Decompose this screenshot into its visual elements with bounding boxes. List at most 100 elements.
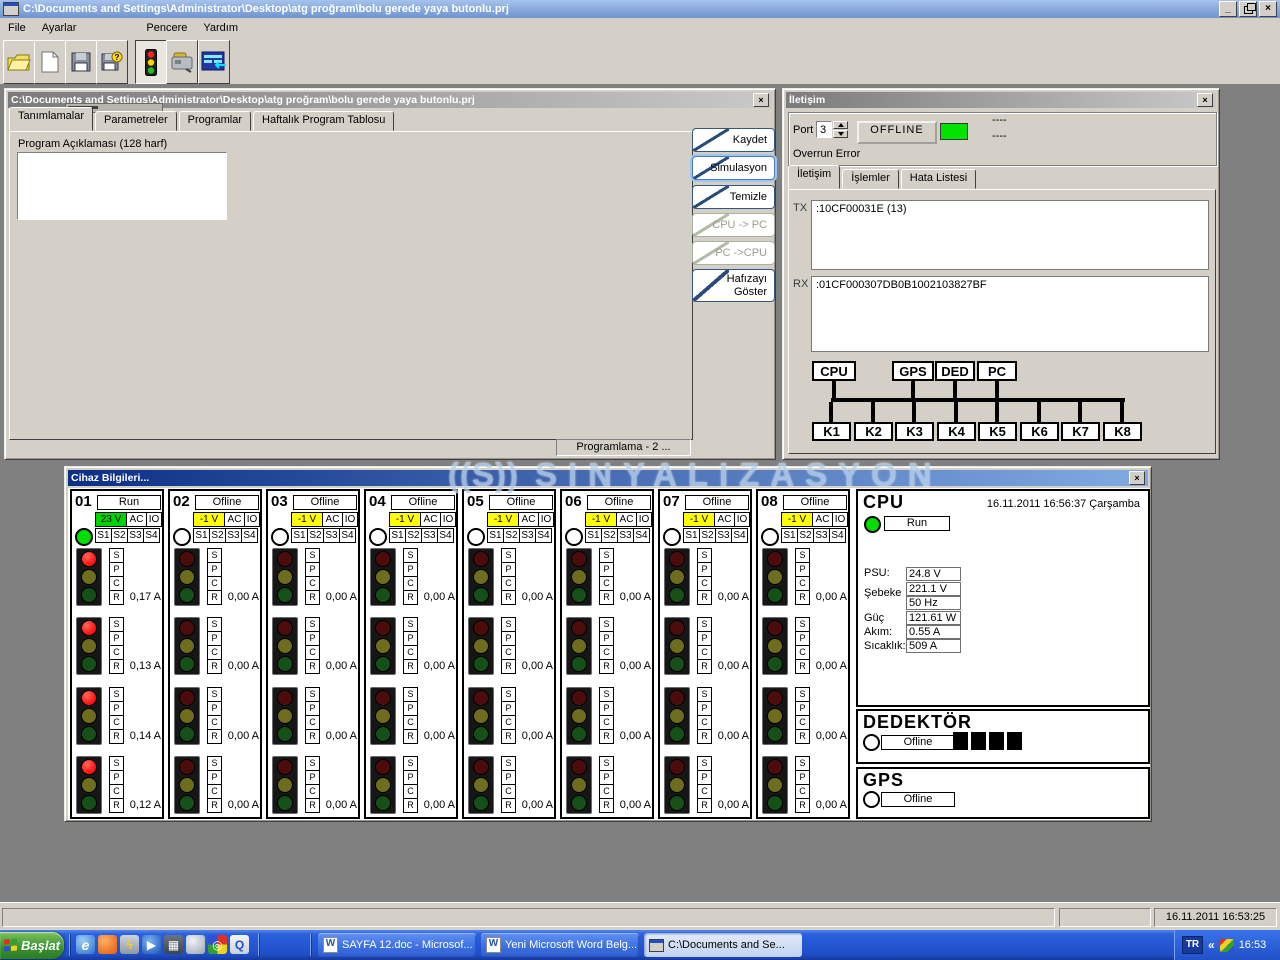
- save-help-button[interactable]: ?: [96, 40, 128, 84]
- channel-id: 04: [369, 493, 386, 510]
- simulation-button[interactable]: [135, 40, 167, 84]
- language-indicator[interactable]: TR: [1182, 936, 1203, 954]
- device-title: Cihaz Bilgileri...: [71, 472, 150, 484]
- signal-letter-cell: R: [795, 729, 810, 744]
- signal-group: S P C R 0,00 A: [464, 548, 554, 606]
- overrun-error-text: Overrun Error: [793, 148, 861, 160]
- taskbar-task-1[interactable]: W SAYFA 12.doc - Microsof...: [318, 933, 476, 957]
- editor-close-icon[interactable]: ×: [753, 93, 769, 107]
- signal-group: S P C R 0,00 A: [660, 756, 750, 814]
- quicklaunch-quicktime-icon[interactable]: Q: [230, 935, 249, 954]
- signal-letter-cell: P: [697, 562, 712, 577]
- save-button[interactable]: [65, 40, 97, 84]
- channel-ac-cell: AC: [420, 512, 441, 527]
- button-kaydet[interactable]: Kaydet: [692, 128, 775, 152]
- taskbar-task-2[interactable]: W Yeni Microsoft Word Belg...: [481, 933, 639, 957]
- quicklaunch-picasa-icon[interactable]: ◎: [208, 935, 227, 954]
- quicklaunch-movie-maker-icon[interactable]: ▦: [164, 935, 183, 954]
- channel-io-cell: IO: [734, 512, 750, 527]
- word-icon: W: [486, 937, 501, 953]
- connection-button[interactable]: [198, 40, 230, 84]
- tab-programlar[interactable]: Programlar: [178, 111, 252, 131]
- lamp-yellow: [179, 569, 195, 585]
- main-title: C:\Documents and Settings\Administrator\…: [23, 3, 509, 15]
- new-button[interactable]: [34, 40, 66, 84]
- tab-tanımlamalar[interactable]: Tanımlamalar: [9, 107, 94, 131]
- gps-status-box: Ofline: [881, 792, 955, 807]
- menu-pencere[interactable]: Pencere: [146, 22, 188, 34]
- signal-letter-cell: R: [697, 798, 712, 813]
- offline-button[interactable]: OFFLINE: [857, 121, 937, 144]
- signal-letter-cell: R: [599, 659, 614, 674]
- spinner-up-icon[interactable]: [833, 121, 848, 129]
- tab-parametreler[interactable]: Parametreler: [95, 111, 177, 131]
- quicklaunch-ie-icon[interactable]: e: [76, 935, 95, 954]
- device-button[interactable]: [166, 40, 198, 84]
- channel-voltage: -1 V: [389, 512, 421, 527]
- channel-input-cell: S1: [389, 528, 406, 543]
- menu-ayarlar[interactable]: Ayarlar: [41, 22, 77, 34]
- menu-file[interactable]: File: [8, 22, 26, 34]
- signal-letter-cell: R: [207, 798, 222, 813]
- signal-group: S P C R 0,00 A: [562, 756, 652, 814]
- button-simulasyon[interactable]: Simulasyon: [692, 156, 775, 180]
- button-hafızayı-göster[interactable]: Hafızayı Göster: [692, 269, 775, 302]
- lamp-red: [767, 759, 783, 775]
- quicklaunch-media-player-icon[interactable]: ▶: [142, 935, 161, 954]
- quicklaunch-winamp-icon[interactable]: ϟ: [120, 935, 139, 954]
- program-description-input[interactable]: [17, 152, 227, 220]
- signal-letter-cell: R: [697, 729, 712, 744]
- signal-group: S P C R 0,00 A: [660, 617, 750, 675]
- signal-letter-cell: S: [403, 687, 418, 702]
- lamp-yellow: [669, 708, 685, 724]
- current-value: 0,00 A: [227, 660, 259, 672]
- tab-i-şlemler[interactable]: İşlemler: [842, 169, 899, 189]
- channel-status-box: Ofline: [783, 495, 847, 510]
- signal-letter-cell: P: [207, 701, 222, 716]
- minimize-button[interactable]: _: [1219, 1, 1237, 17]
- signal-letter-cell: C: [697, 645, 712, 660]
- channel-input-cell: S1: [487, 528, 504, 543]
- tab-i-letişim[interactable]: İletişim: [788, 165, 841, 189]
- button-temizle[interactable]: Temizle: [692, 185, 775, 209]
- menu-yardım[interactable]: Yardım: [203, 22, 239, 34]
- channel-status-box: Ofline: [195, 495, 259, 510]
- tray-chevron[interactable]: «: [1208, 938, 1215, 952]
- close-button[interactable]: ×: [1259, 1, 1277, 17]
- signal-letter-cell: P: [109, 701, 124, 716]
- task-label: SAYFA 12.doc - Microsof...: [342, 939, 473, 951]
- signal-letter-cell: C: [501, 645, 516, 660]
- spinner-down-icon[interactable]: [833, 130, 848, 138]
- taskbar-task-3[interactable]: C:\Documents and Se...: [644, 933, 802, 957]
- signal-group: S P C R 0,00 A: [758, 756, 848, 814]
- iletisim-close-icon[interactable]: ×: [1197, 93, 1213, 107]
- lamp-green: [179, 726, 195, 742]
- quicklaunch-firefox-icon[interactable]: [98, 935, 117, 954]
- signal-group: S P C R 0,17 A: [72, 548, 162, 606]
- restore-button[interactable]: [1239, 1, 1257, 17]
- channel-ac-cell: AC: [224, 512, 245, 527]
- channel-input-cell: S2: [209, 528, 226, 543]
- channel-ac-cell: AC: [518, 512, 539, 527]
- port-input[interactable]: 3: [816, 121, 832, 138]
- quicklaunch-browser-icon[interactable]: [186, 935, 205, 954]
- signal-group: S P C R 0,00 A: [170, 617, 260, 675]
- device-close-icon[interactable]: ×: [1129, 471, 1145, 485]
- tab-hata-listesi[interactable]: Hata Listesi: [900, 169, 977, 189]
- signal-letter-cell: P: [305, 562, 320, 577]
- tray-app-icon[interactable]: [1219, 938, 1234, 952]
- channel-input-cell: S4: [437, 528, 454, 543]
- current-value: 0,00 A: [619, 799, 651, 811]
- start-button[interactable]: Başlat: [0, 932, 64, 959]
- open-button[interactable]: [3, 40, 35, 84]
- lamp-green: [81, 587, 97, 603]
- tab-haftalık-program-tablosu[interactable]: Haftalık Program Tablosu: [253, 111, 395, 131]
- channel-input-cell: S2: [699, 528, 716, 543]
- device-icon: [171, 52, 193, 73]
